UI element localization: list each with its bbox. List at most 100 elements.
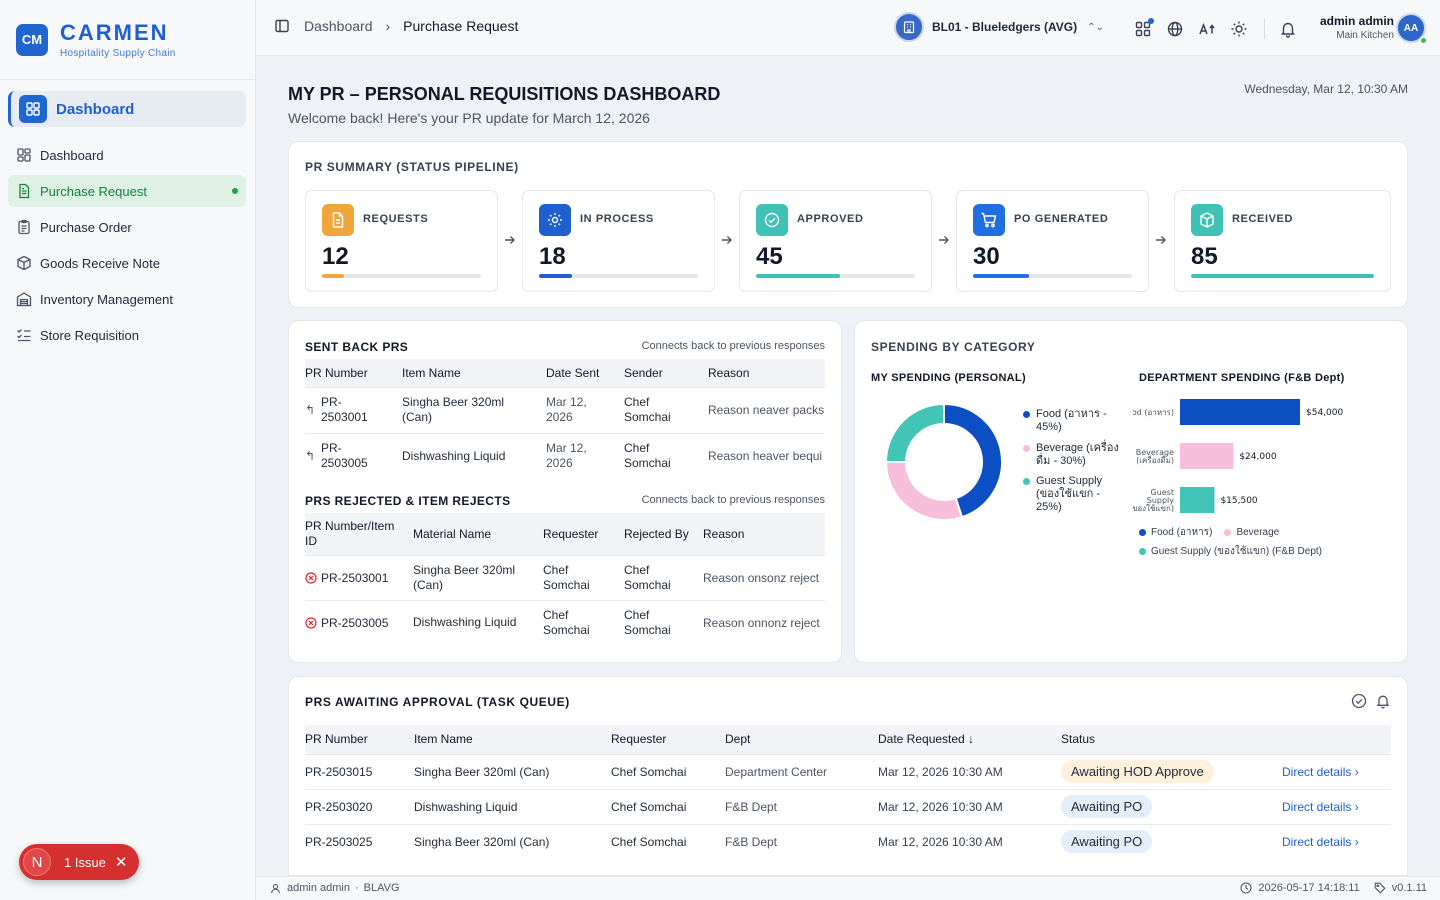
donut-slice[interactable] <box>884 461 964 521</box>
chevron-updown-icon: ⌃⌄ <box>1087 21 1104 33</box>
pipeline-stage-received[interactable]: RECEIVED 85 <box>1174 190 1391 292</box>
col-item-name[interactable]: Item Name <box>414 725 611 754</box>
footer: admin admin · BLAVG 2026-05-17 14:18:11 … <box>256 876 1440 900</box>
col-sender[interactable]: Sender <box>624 359 708 387</box>
direct-details-link[interactable]: Direct details › <box>1282 800 1359 814</box>
grid-icon <box>17 148 31 162</box>
brand-name: CARMEN <box>60 19 169 45</box>
arrow-right-icon <box>722 236 732 244</box>
dept: Department Center <box>725 753 878 789</box>
direct-details-link[interactable]: Direct details › <box>1282 835 1359 849</box>
footer-meta: 2026-05-17 14:18:11 v0.1.11 <box>1240 882 1427 894</box>
sidebar-toggle-icon[interactable] <box>274 18 290 34</box>
pr-number[interactable]: PR- 2503005 <box>321 441 368 471</box>
chevron-right-icon: › <box>385 18 391 34</box>
col-rejected-by[interactable]: Rejected By <box>624 513 703 555</box>
bell-icon[interactable] <box>1375 693 1391 709</box>
pr-number[interactable]: PR- 2503001 <box>321 395 368 424</box>
table-header-row: PR Number Item Name Date Sent Sender Rea… <box>305 359 825 387</box>
stage-progress-bar <box>756 274 915 278</box>
table-row[interactable]: PR-2503005 Dishwashing Liquid Chef Somch… <box>305 599 825 645</box>
item-name: Dishwashing Liquid <box>414 788 611 824</box>
issue-initial: N <box>23 848 51 876</box>
col-reason[interactable]: Reason <box>708 359 825 387</box>
close-icon[interactable]: ✕ <box>114 854 128 871</box>
stage-value: 12 <box>322 243 349 270</box>
col-requester[interactable]: Requester <box>611 725 725 754</box>
footer-version: v0.1.11 <box>1391 882 1427 894</box>
item-name: Singha Beer 320ml (Can) <box>414 753 611 789</box>
issue-badge[interactable]: N 1 Issue ✕ <box>19 844 139 880</box>
table-row[interactable]: ↰ PR- 2503001 Singha Beer 320ml (Can) Mar… <box>305 386 825 433</box>
warehouse-icon <box>16 292 32 307</box>
spending-card: SPENDING BY CATEGORY MY SPENDING (PERSON… <box>854 320 1408 663</box>
stage-value: 85 <box>1191 243 1218 270</box>
reason: Reason neaver packs <box>708 403 825 417</box>
business-unit-selector[interactable]: BL01 - Blueledgers (AVG) ⌃⌄ <box>894 12 1104 42</box>
col-item-name[interactable]: Item Name <box>402 359 546 387</box>
sidebar-item-label: Purchase Request <box>40 183 147 199</box>
bar[interactable] <box>1180 399 1300 425</box>
direct-details-link[interactable]: Direct details › <box>1282 765 1359 779</box>
text-size-icon[interactable] <box>1198 20 1216 38</box>
col-dept[interactable]: Dept <box>725 725 878 754</box>
table-row[interactable]: PR-2503020 Dishwashing Liquid Chef Somchai… <box>305 788 1391 824</box>
col-reason[interactable]: Reason <box>703 513 825 555</box>
col-requester[interactable]: Requester <box>543 513 624 555</box>
bar-category-label: Food (อาหาร) <box>1133 408 1174 417</box>
sidebar-item-purchase-request[interactable]: Purchase Request <box>8 175 246 207</box>
breadcrumb-current: Purchase Request <box>403 18 519 34</box>
col-pr-number[interactable]: PR Number <box>305 359 402 387</box>
legend-swatch <box>1023 478 1030 485</box>
sidebar-item-purchase-order[interactable]: Purchase Order <box>8 211 246 243</box>
requester: Chef Somchai <box>543 554 624 600</box>
bar-category-label: Guest Supply (ของใช้แขก) <box>1133 488 1174 513</box>
sidebar-item-store-requisition[interactable]: Store Requisition <box>8 319 246 351</box>
col-pr-number[interactable]: PR Number <box>305 725 414 754</box>
status-badge: Awaiting PO <box>1061 795 1153 818</box>
pipeline-stage-in-process[interactable]: IN PROCESS 18 <box>522 190 715 292</box>
legend-label: Food (อาหาร - 45%) <box>1036 408 1107 433</box>
topbar: Dashboard › Purchase Request BL01 - Blue… <box>256 0 1440 56</box>
col-date-requested[interactable]: Date Requested ↓ <box>878 725 1061 754</box>
table-row[interactable]: ↰ PR- 2503005 Dishwashing Liquid Mar 12, … <box>305 432 825 479</box>
col-date-sent[interactable]: Date Sent <box>546 359 624 387</box>
bar[interactable] <box>1180 487 1215 513</box>
pr-number[interactable]: PR-2503005 <box>321 615 389 630</box>
col-status[interactable]: Status <box>1061 725 1282 754</box>
pipeline-stage-po-generated[interactable]: PO GENERATED 30 <box>956 190 1149 292</box>
sidebar-section-dashboard[interactable]: Dashboard <box>8 91 246 127</box>
active-indicator <box>232 188 238 194</box>
sidebar-item-dashboard[interactable]: Dashboard <box>8 139 246 171</box>
table-row[interactable]: PR-2503001 Singha Beer 320ml (Can) Chef … <box>305 554 825 600</box>
pipeline-stage-approved[interactable]: APPROVED 45 <box>739 190 932 292</box>
check-circle-icon[interactable] <box>1351 693 1367 709</box>
pr-number[interactable]: PR-2503020 <box>305 788 414 824</box>
stage-label: PO GENERATED <box>1014 213 1109 225</box>
stage-progress-bar <box>973 274 1132 278</box>
pipeline-stage-requests[interactable]: REQUESTS 12 <box>305 190 498 292</box>
user-info[interactable]: admin admin Main Kitchen <box>1312 14 1394 41</box>
table-row[interactable]: PR-2503015 Singha Beer 320ml (Can) Chef So… <box>305 753 1391 789</box>
awaiting-approval-card: PRS AWAITING APPROVAL (TASK QUEUE) PR Nu… <box>288 676 1408 876</box>
bar[interactable] <box>1180 443 1234 469</box>
sun-icon[interactable] <box>1230 20 1248 38</box>
sidebar-item-label: Store Requisition <box>40 327 139 343</box>
pr-number[interactable]: PR-2503001 <box>321 570 389 585</box>
pr-number[interactable]: PR-2503015 <box>305 753 414 789</box>
bell-icon[interactable] <box>1279 20 1297 38</box>
donut-slice[interactable] <box>943 402 1003 519</box>
breadcrumb-dashboard[interactable]: Dashboard <box>304 18 373 34</box>
table-row[interactable]: PR-2503025 Singha Beer 320ml (Can) Chef So… <box>305 823 1391 859</box>
pr-number[interactable]: PR-2503025 <box>305 823 414 859</box>
apps-icon[interactable] <box>1134 18 1154 38</box>
brand-logo[interactable]: CM <box>16 23 48 56</box>
sidebar-item-goods-receive-note[interactable]: Goods Receive Note <box>8 247 246 279</box>
avatar[interactable]: AA <box>1396 13 1427 44</box>
col-material-name[interactable]: Material Name <box>413 513 543 555</box>
globe-icon[interactable] <box>1166 20 1184 38</box>
dept: F&B Dept <box>725 823 878 859</box>
donut-slice[interactable] <box>884 402 945 463</box>
col-pr-item-id[interactable]: PR Number/Item ID <box>305 513 413 555</box>
sidebar-item-inventory-management[interactable]: Inventory Management <box>8 283 246 315</box>
